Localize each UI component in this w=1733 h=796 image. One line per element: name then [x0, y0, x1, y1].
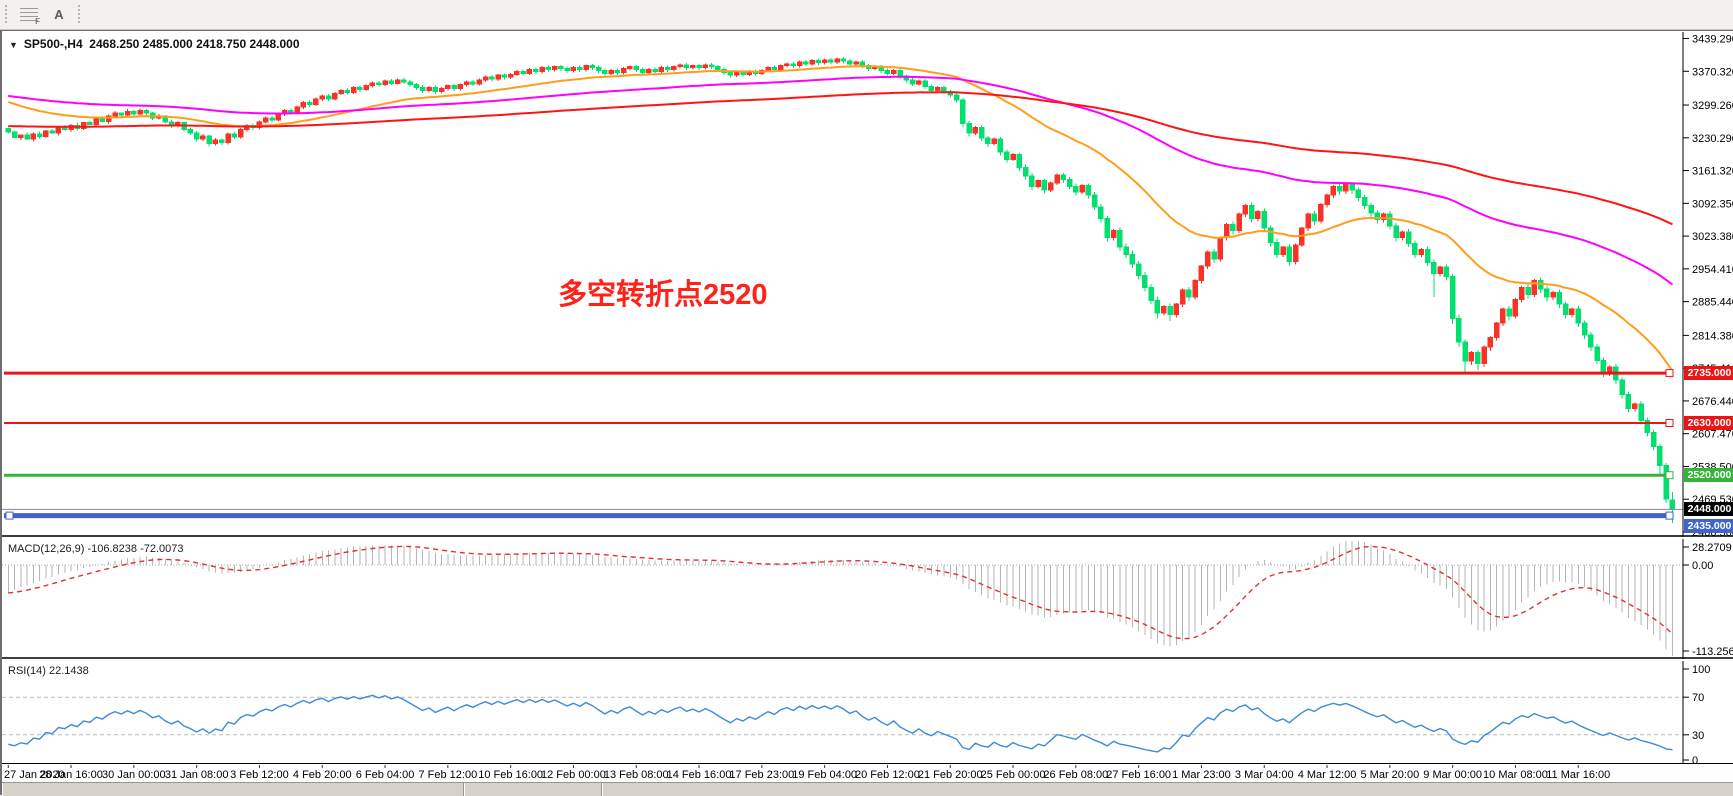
line-handle[interactable] — [1665, 418, 1674, 427]
ohlc-values: 2468.250 2485.000 2418.750 2448.000 — [89, 37, 300, 51]
ma-fast-orange[interactable] — [7, 65, 1674, 372]
price-axis-label: 2954.410 — [1692, 264, 1733, 276]
date-axis-label: 12 Feb 00:00 — [541, 769, 606, 781]
date-axis-label: 4 Mar 12:00 — [1298, 769, 1357, 781]
line-handle[interactable] — [5, 511, 14, 520]
price-axis-label: 3230.290 — [1692, 133, 1733, 145]
price-axis-label: 3023.380 — [1692, 231, 1733, 243]
rsi-label: RSI(14) 22.1438 — [8, 665, 89, 677]
macd-axis-label: 0.00 — [1692, 560, 1713, 572]
price-axis-label: 2814.380 — [1692, 330, 1733, 342]
rsi-axis-label: 30 — [1692, 730, 1704, 742]
indicator-grid-tool-button[interactable]: F — [14, 3, 44, 27]
date-axis-label: 26 Feb 08:00 — [1043, 769, 1108, 781]
price-level-badge: 2448.000 — [1684, 502, 1733, 517]
ma-slow-red[interactable] — [8, 91, 1673, 226]
rsi-plot[interactable]: 100 70 30 0 — [2, 661, 1733, 764]
line-handle[interactable] — [1665, 369, 1674, 378]
date-axis-label: 27 Feb 16:00 — [1106, 769, 1171, 781]
macd-signal-value: -72.0073 — [140, 543, 184, 555]
rsi-value: 22.1438 — [48, 665, 89, 677]
price-level-badge: 2630.000 — [1684, 415, 1733, 430]
macd-plot[interactable]: 28.2709 0.00 -113.2569 — [2, 539, 1733, 659]
date-axis-label: 28 Jan 16:00 — [39, 769, 103, 781]
price-level-badge: 2435.000 — [1684, 518, 1733, 533]
macd-axis-label: 28.2709 — [1692, 542, 1732, 554]
rsi-axis-label: 0 — [1692, 755, 1698, 764]
date-axis-label: 3 Feb 12:00 — [230, 769, 289, 781]
line-handle[interactable] — [1665, 511, 1674, 520]
date-axis-label: 11 Mar 16:00 — [1546, 769, 1610, 781]
chart-title[interactable]: ▼ SP500-,H4 2468.250 2485.000 2418.750 24… — [9, 37, 300, 51]
date-axis-label: 5 Mar 20:00 — [1360, 769, 1419, 781]
date-axis-label: 31 Jan 08:00 — [165, 769, 229, 781]
date-axis-label: 9 Mar 00:00 — [1423, 769, 1482, 781]
candlestick-chart[interactable]: 3439.290 3370.320 3299.260 3230.290 3161.320… — [2, 32, 1733, 537]
time-axis[interactable]: 27 Jan 2020 28 Jan 16:00 30 Jan 00:00 31 Ja… — [2, 765, 1733, 782]
date-axis-label: 20 Feb 12:00 — [855, 769, 920, 781]
date-axis-label: 27 Jan 2020 — [4, 769, 65, 781]
text-annotation-icon: A — [54, 7, 64, 22]
toolbar-grip-icon[interactable] — [76, 4, 83, 25]
chevron-down-icon[interactable]: ▼ — [9, 40, 18, 50]
price-axis-label: 2885.440 — [1692, 297, 1733, 309]
date-axis-label: 4 Feb 20:00 — [293, 769, 352, 781]
macd-label: MACD(12,26,9) -106.8238 -72.0073 — [8, 543, 184, 555]
rsi-axis-label: 70 — [1692, 692, 1704, 704]
date-axis-label: 17 Feb 23:00 — [729, 769, 794, 781]
macd-pane[interactable]: 28.2709 0.00 -113.2569 MACD(12,26,9) -106.… — [2, 539, 1733, 659]
fibonacci-grid-icon: F — [20, 7, 40, 26]
macd-signal-line — [8, 545, 1673, 640]
date-axis-label: 21 Feb 20:00 — [918, 769, 983, 781]
chart-window: 3439.290 3370.320 3299.260 3230.290 3161.320… — [0, 30, 1733, 796]
price-axis-label: 2676.440 — [1692, 396, 1733, 408]
chart-text-annotation[interactable]: 多空转折点2520 — [558, 279, 768, 311]
date-axis-label: 14 Feb 16:00 — [667, 769, 732, 781]
ma-mid-magenta[interactable] — [8, 75, 1674, 286]
date-axis-label: 13 Feb 08:00 — [604, 769, 669, 781]
rsi-pane[interactable]: 100 70 30 0 RSI(14) 22.1438 — [2, 661, 1733, 764]
date-axis-label: 30 Jan 00:00 — [102, 769, 166, 781]
main-price-pane[interactable]: 3439.290 3370.320 3299.260 3230.290 3161.320… — [2, 32, 1733, 537]
date-axis-label: 3 Mar 04:00 — [1235, 769, 1294, 781]
date-axis-label: 1 Mar 23:00 — [1172, 769, 1231, 781]
price-axis-label: 3299.260 — [1692, 100, 1733, 112]
date-axis-label: 19 Feb 04:00 — [792, 769, 857, 781]
date-axis-label: 25 Feb 00:00 — [981, 769, 1046, 781]
date-axis-label: 10 Mar 08:00 — [1483, 769, 1548, 781]
price-level-badge: 2735.000 — [1684, 366, 1733, 381]
macd-main-value: -106.8238 — [87, 543, 138, 555]
status-segment — [2, 783, 464, 796]
price-axis-label: 3092.350 — [1692, 198, 1733, 210]
price-axis-label: 3370.320 — [1692, 66, 1733, 78]
price-axis-label: 3439.290 — [1692, 34, 1733, 46]
text-tool-button[interactable]: A — [46, 3, 72, 27]
date-axis-label: 6 Feb 04:00 — [356, 769, 415, 781]
price-level-badge: 2520.000 — [1684, 468, 1733, 483]
rsi-line — [8, 694, 1673, 753]
status-bar — [2, 782, 1733, 796]
status-segment — [464, 783, 602, 796]
date-axis-label: 7 Feb 12:00 — [418, 769, 477, 781]
status-segment — [602, 783, 1733, 796]
date-axis-label: 10 Feb 16:00 — [478, 769, 543, 781]
price-axis-label: 2607.470 — [1692, 429, 1733, 441]
line-handle[interactable] — [1665, 471, 1674, 480]
toolbar-grip-icon[interactable] — [3, 4, 10, 25]
symbol-period-label: SP500-,H4 — [23, 37, 83, 51]
rsi-axis-label: 100 — [1692, 664, 1710, 676]
price-axis-label: 3161.320 — [1692, 166, 1733, 178]
macd-axis-label: -113.2569 — [1692, 646, 1733, 658]
